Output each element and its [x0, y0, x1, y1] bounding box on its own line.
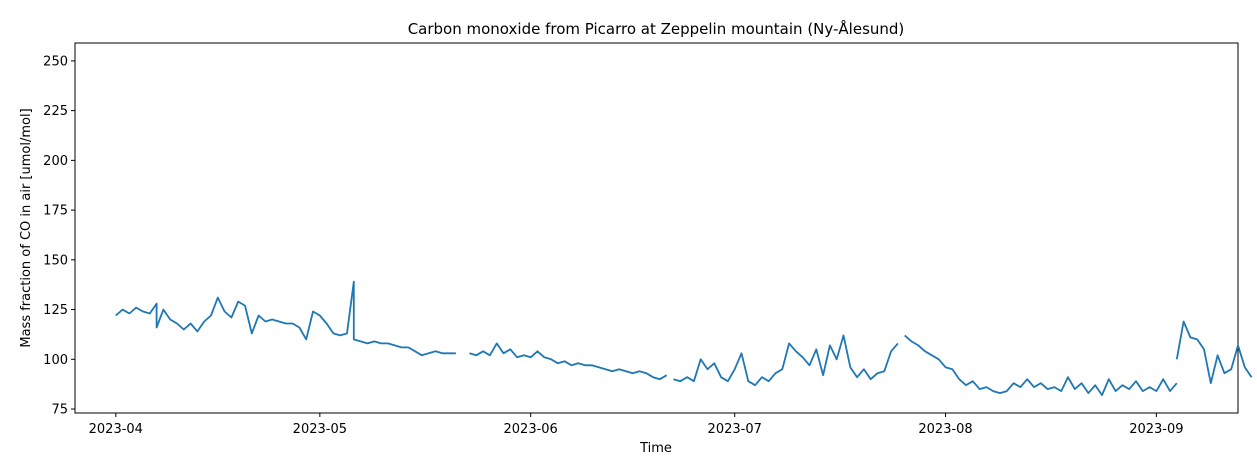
y-tick-label: 75: [51, 403, 68, 418]
series-layer: [115, 280, 1253, 397]
y-tick-label: 100: [43, 353, 68, 368]
y-tick-label: 175: [43, 204, 68, 219]
y-axis-label: Mass fraction of CO in air [umol/mol]: [19, 108, 34, 347]
x-axis-label: Time: [639, 441, 672, 456]
y-tick-label: 200: [43, 154, 68, 169]
x-tick-label: 2023-07: [708, 422, 762, 437]
x-tick-label: 2023-08: [918, 422, 972, 437]
x-tick-label: 2023-05: [293, 422, 347, 437]
y-tick-label: 150: [43, 253, 68, 268]
x-tick-label: 2023-09: [1129, 422, 1183, 437]
y-tick-label: 125: [43, 303, 68, 318]
co-series-line: [673, 334, 899, 387]
y-axis: 75 100 125 150 175 200 225 250: [43, 54, 75, 418]
y-tick-label: 225: [43, 104, 68, 119]
x-tick-label: 2023-04: [89, 422, 143, 437]
plot-area-border: [74, 42, 1239, 414]
chart-title: Carbon monoxide from Picarro at Zeppelin…: [408, 19, 905, 38]
co-series-line: [904, 334, 1178, 397]
co-series-line: [115, 280, 456, 357]
y-tick-label: 250: [43, 54, 68, 69]
co-series-line: [1175, 320, 1253, 385]
plot-frame: [74, 42, 1239, 414]
co-series-line: [469, 342, 668, 381]
x-tick-label: 2023-06: [504, 422, 558, 437]
x-axis: 2023-04 2023-05 2023-06 2023-07 2023-08 2023-…: [89, 413, 1184, 437]
